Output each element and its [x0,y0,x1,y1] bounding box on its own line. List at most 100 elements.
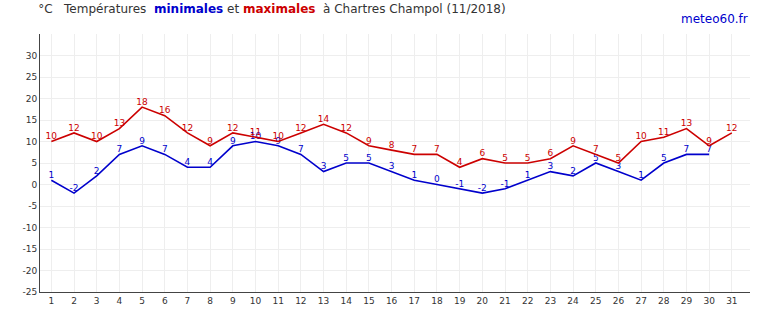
svg-text:9: 9 [275,136,281,146]
svg-text:7: 7 [162,144,168,154]
svg-text:5: 5 [616,153,622,163]
svg-text:1: 1 [48,170,54,180]
svg-text:31: 31 [726,296,737,306]
svg-text:5: 5 [343,153,349,163]
svg-text:5: 5 [31,158,37,168]
svg-text:9: 9 [230,136,236,146]
svg-text:7: 7 [684,144,690,154]
svg-text:5: 5 [661,153,667,163]
svg-text:4: 4 [117,296,123,306]
svg-text:22: 22 [522,296,533,306]
svg-text:9: 9 [139,136,145,146]
svg-text:3: 3 [94,296,100,306]
svg-text:12: 12 [295,296,306,306]
svg-text:17: 17 [409,296,420,306]
svg-text:10: 10 [91,131,103,141]
svg-text:3: 3 [321,161,327,171]
svg-text:15: 15 [363,296,374,306]
svg-text:-2: -2 [478,183,487,193]
svg-text:30: 30 [703,296,715,306]
svg-text:8: 8 [207,296,213,306]
svg-text:18: 18 [136,97,148,107]
svg-text:5: 5 [525,153,531,163]
svg-text:11: 11 [250,127,261,137]
svg-text:6: 6 [162,296,168,306]
svg-text:10: 10 [272,131,284,141]
svg-text:3: 3 [548,161,554,171]
svg-text:5: 5 [366,153,372,163]
svg-text:-1: -1 [501,179,510,189]
svg-text:25: 25 [590,296,601,306]
svg-text:-5: -5 [28,201,37,211]
svg-text:25: 25 [26,72,37,82]
svg-text:23: 23 [545,296,556,306]
svg-text:12: 12 [341,123,352,133]
svg-text:14: 14 [318,114,330,124]
svg-text:7: 7 [298,144,304,154]
svg-text:0: 0 [31,180,37,190]
svg-text:13: 13 [681,118,692,128]
svg-text:6: 6 [548,148,554,158]
svg-text:4: 4 [185,157,191,167]
svg-text:26: 26 [613,296,625,306]
svg-text:12: 12 [726,123,737,133]
svg-text:11: 11 [658,127,669,137]
svg-text:-15: -15 [22,244,37,254]
svg-text:9: 9 [706,136,712,146]
svg-text:4: 4 [207,157,213,167]
svg-text:12: 12 [182,123,193,133]
svg-text:27: 27 [635,296,646,306]
svg-text:7: 7 [117,144,123,154]
svg-text:1: 1 [525,170,531,180]
svg-text:15: 15 [26,115,37,125]
svg-text:3: 3 [389,161,395,171]
svg-text:12: 12 [68,123,79,133]
svg-text:5: 5 [139,296,145,306]
svg-text:7: 7 [185,296,191,306]
svg-text:10: 10 [635,131,647,141]
svg-text:-10: -10 [22,223,37,233]
svg-text:7: 7 [411,144,417,154]
svg-text:0: 0 [434,174,440,184]
svg-text:28: 28 [658,296,670,306]
svg-text:-1: -1 [455,179,464,189]
svg-text:9: 9 [230,296,236,306]
svg-text:°C Températures minimales e: °C Températures minimales et maximales à… [38,2,505,16]
svg-text:10: 10 [46,131,58,141]
svg-text:11: 11 [272,296,283,306]
svg-text:29: 29 [681,296,693,306]
svg-text:13: 13 [318,296,329,306]
svg-text:3: 3 [616,161,622,171]
svg-text:10: 10 [250,131,262,141]
svg-text:19: 19 [454,296,466,306]
svg-text:16: 16 [159,105,171,115]
svg-text:13: 13 [114,118,125,128]
svg-text:12: 12 [227,123,238,133]
svg-text:2: 2 [94,166,100,176]
svg-text:2: 2 [71,296,77,306]
svg-text:-2: -2 [70,183,79,193]
svg-text:14: 14 [341,296,353,306]
svg-text:16: 16 [386,296,398,306]
svg-text:7: 7 [706,144,712,154]
svg-text:1: 1 [411,170,417,180]
svg-text:-25: -25 [22,287,37,297]
svg-text:9: 9 [570,136,576,146]
svg-text:meteo60.fr: meteo60.fr [681,12,748,26]
svg-text:10: 10 [250,296,262,306]
svg-text:30: 30 [26,51,38,61]
svg-text:12: 12 [295,123,306,133]
svg-text:2: 2 [570,166,576,176]
svg-text:5: 5 [593,153,599,163]
svg-text:1: 1 [638,170,644,180]
svg-text:4: 4 [457,157,463,167]
svg-text:5: 5 [502,153,508,163]
svg-text:20: 20 [477,296,489,306]
svg-text:6: 6 [479,148,485,158]
svg-text:7: 7 [593,144,599,154]
svg-text:9: 9 [207,136,213,146]
svg-text:-20: -20 [22,266,37,276]
svg-text:1: 1 [48,296,54,306]
svg-text:20: 20 [26,94,38,104]
svg-text:18: 18 [431,296,443,306]
